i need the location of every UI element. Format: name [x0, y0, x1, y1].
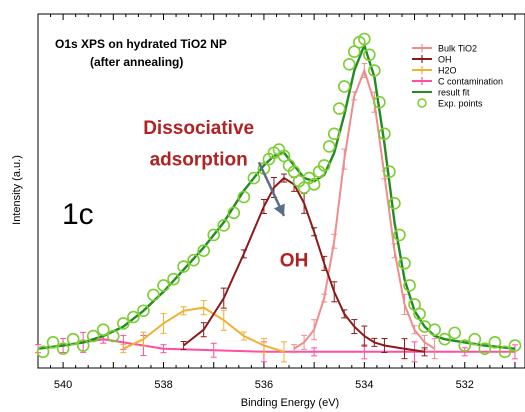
exp-point	[277, 149, 291, 163]
x-axis-label: Binding Energy (eV)	[241, 397, 339, 409]
chart-title: O1s XPS on hydrated TiO2 NP	[55, 37, 227, 51]
exp-point	[237, 190, 251, 204]
exp-points-layer	[36, 32, 522, 359]
exp-point	[177, 260, 190, 273]
exp-point	[368, 64, 381, 77]
exp-point	[167, 272, 180, 286]
legend-marker	[417, 98, 427, 108]
legend-label: H2O	[438, 66, 457, 76]
exp-point	[448, 326, 462, 340]
exp-point	[322, 140, 336, 153]
exp-point	[468, 332, 482, 346]
exp-point	[488, 336, 502, 349]
exp-point	[46, 336, 60, 349]
x-tick-label: 532	[456, 379, 474, 391]
exp-point	[498, 345, 512, 359]
exp-point	[373, 95, 386, 109]
plot-frame	[37, 13, 525, 369]
exp-point	[307, 178, 321, 191]
exp-point	[438, 332, 451, 346]
annotation-dissociative: Dissociative	[143, 118, 254, 139]
exp-point	[127, 310, 140, 324]
exp-point	[56, 342, 70, 355]
exp-point	[317, 159, 331, 172]
exp-point	[187, 253, 200, 267]
exp-point	[398, 257, 411, 270]
exp-point	[207, 228, 221, 242]
legend-label: result fit	[438, 88, 470, 98]
exp-point	[378, 127, 391, 141]
exp-point	[327, 127, 341, 141]
x-tick-label: 540	[54, 379, 72, 391]
exp-point	[403, 279, 416, 292]
exp-point	[227, 206, 241, 220]
exp-point	[458, 339, 472, 352]
exp-point	[247, 171, 261, 185]
exp-point	[363, 48, 376, 62]
exp-point	[413, 307, 426, 321]
exp-point	[197, 244, 210, 258]
exp-point	[36, 345, 50, 359]
exp-point	[428, 323, 441, 337]
exp-point	[117, 317, 130, 330]
annotation-adsorption: adsorption	[150, 149, 248, 170]
legend-label: Exp. points	[438, 99, 483, 109]
exp-point	[147, 288, 160, 302]
exp-point	[383, 165, 396, 179]
legend-label: OH	[438, 55, 452, 65]
exp-point	[408, 298, 421, 311]
x-tick-label: 538	[154, 379, 172, 391]
chart-subtitle: (after annealing)	[90, 55, 183, 69]
y-axis-label: Intensity (a.u.)	[11, 155, 23, 225]
annotation-oh: OH	[280, 251, 309, 272]
exp-point	[96, 323, 110, 337]
exp-point	[358, 32, 371, 46]
exp-point	[508, 339, 522, 352]
arrow-head	[273, 203, 285, 216]
exp-point	[388, 197, 401, 210]
exp-point	[342, 57, 356, 71]
exp-point	[217, 219, 231, 232]
exp-point	[86, 329, 100, 343]
exp-point	[347, 45, 361, 58]
exp-point	[337, 80, 351, 93]
x-tick-label: 536	[255, 379, 273, 391]
exp-point	[137, 304, 150, 318]
exp-point	[287, 165, 301, 179]
exp-point	[107, 329, 120, 343]
legend-label: C contamination	[438, 77, 503, 87]
exp-point	[393, 228, 406, 242]
legend-label: Bulk TiO2	[438, 44, 477, 54]
exp-point	[157, 279, 170, 292]
axis-ticks: 540 538 536 534 532	[37, 14, 516, 391]
exp-point	[66, 332, 80, 346]
exp-point	[478, 342, 492, 355]
panel-label: 1c	[62, 198, 94, 231]
exp-point	[332, 102, 346, 115]
annotation-arrow	[257, 161, 286, 217]
x-tick-label: 534	[355, 379, 373, 391]
exp-point	[76, 339, 90, 352]
